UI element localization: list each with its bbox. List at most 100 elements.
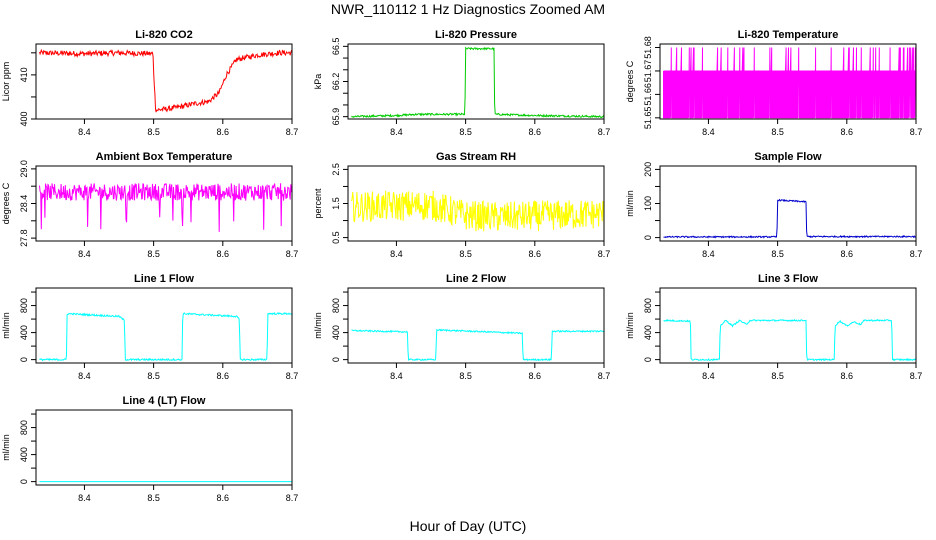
chart-panel: Line 3 Flow ml/min 8.4 8.5 8.6 8.7 0 400 800 [625, 273, 922, 381]
y-tick-label: 0 [643, 357, 653, 362]
y-tick-label: 400 [19, 447, 29, 462]
chart-title: Li-820 CO2 [135, 29, 192, 41]
plot-frame [659, 165, 917, 242]
y-tick-label: 800 [19, 420, 29, 435]
x-tick-label: 8.6 [841, 249, 854, 259]
x-tick-label: 8.7 [286, 127, 299, 137]
x-tick-label: 8.6 [217, 493, 230, 503]
plot-frame [347, 287, 605, 364]
x-tick-label: 8.7 [598, 371, 611, 381]
chart-panel: Ambient Box Temperature degrees C 8.4 8.5 8.… [1, 151, 298, 259]
plot-frame [347, 43, 605, 120]
x-tick-label: 8.6 [217, 127, 230, 137]
x-tick-label: 8.5 [147, 493, 160, 503]
x-tick-label: 8.6 [841, 127, 854, 137]
y-tick-label: 400 [19, 111, 29, 126]
y-axis-label: degrees C [1, 182, 11, 224]
y-tick-label: 400 [643, 325, 653, 340]
plot-frame [35, 43, 293, 120]
plot-frame [35, 287, 293, 364]
x-tick-label: 8.5 [771, 371, 784, 381]
chart-panel: Li-820 Pressure kPa 8.4 8.5 8.6 8.7 65.9 66.2 66… [313, 29, 610, 137]
y-axis-label: ml/min [313, 312, 323, 339]
y-axis-label: kPa [313, 74, 323, 90]
y-axis-label: ml/min [625, 312, 635, 339]
x-tick-label: 8.5 [147, 127, 160, 137]
chart-title: Ambient Box Temperature [96, 151, 233, 163]
x-tick-label: 8.5 [771, 249, 784, 259]
chart-panel: Line 2 Flow ml/min 8.4 8.5 8.6 8.7 0 400 800 [313, 273, 610, 381]
y-axis-label: degrees C [625, 60, 635, 102]
data-series-line [39, 48, 293, 113]
y-tick-label: 0 [643, 235, 653, 240]
x-tick-label: 8.4 [702, 249, 715, 259]
x-tick-label: 8.7 [286, 371, 299, 381]
data-series-line [663, 47, 917, 119]
x-tick-label: 8.5 [771, 127, 784, 137]
y-tick-label: 2.5 [331, 163, 341, 176]
y-tick-label: 1.5 [331, 197, 341, 210]
chart-panel: Li-820 CO2 Licor ppm 8.4 8.5 8.6 8.7 400 410 [1, 29, 298, 137]
y-tick-label: 410 [19, 67, 29, 82]
plot-frame [659, 287, 917, 364]
plot-frame [35, 165, 293, 242]
y-tick-label: 29.0 [19, 160, 29, 178]
chart-title: Line 2 Flow [446, 273, 506, 285]
y-tick-label: 51.66 [643, 83, 653, 106]
chart-title: Li-820 Pressure [435, 29, 517, 41]
x-tick-label: 8.7 [910, 127, 923, 137]
data-series-line [39, 183, 293, 232]
y-tick-label: 65.9 [331, 108, 341, 126]
x-tick-label: 8.5 [147, 371, 160, 381]
y-tick-label: 800 [331, 298, 341, 313]
x-tick-label: 8.7 [910, 371, 923, 381]
x-tick-label: 8.6 [217, 371, 230, 381]
x-tick-label: 8.7 [286, 493, 299, 503]
chart-title: Line 1 Flow [134, 273, 194, 285]
y-tick-label: 800 [19, 298, 29, 313]
y-axis-label: Licor ppm [1, 62, 11, 102]
chart-title: Line 4 (LT) Flow [123, 395, 206, 407]
y-tick-label: 400 [331, 325, 341, 340]
y-tick-label: 200 [643, 162, 653, 177]
x-tick-label: 8.7 [286, 249, 299, 259]
x-tick-label: 8.7 [598, 249, 611, 259]
plot-frame [35, 409, 293, 486]
chart-panel: Li-820 Temperature degrees C 8.4 8.5 8.6 8.7 5… [625, 29, 922, 137]
y-axis-label: ml/min [1, 312, 11, 339]
chart-panel: Sample Flow ml/min 8.4 8.5 8.6 8.7 0 100 200 [625, 151, 922, 259]
x-tick-label: 8.7 [598, 127, 611, 137]
y-tick-label: 0.5 [331, 231, 341, 244]
y-axis-label: percent [313, 188, 323, 219]
x-tick-label: 8.6 [529, 249, 542, 259]
chart-title: Line 3 Flow [758, 273, 818, 285]
chart-title: Sample Flow [754, 151, 822, 163]
data-series-line [663, 198, 917, 239]
x-tick-label: 8.4 [78, 371, 91, 381]
x-tick-label: 8.6 [529, 127, 542, 137]
x-tick-label: 8.5 [459, 249, 472, 259]
x-tick-label: 8.7 [910, 249, 923, 259]
chart-title: Li-820 Temperature [738, 29, 839, 41]
x-tick-label: 8.4 [78, 249, 91, 259]
y-tick-label: 66.2 [331, 73, 341, 91]
y-tick-label: 800 [643, 298, 653, 313]
y-tick-label: 51.67 [643, 60, 653, 83]
y-tick-label: 27.8 [19, 229, 29, 247]
x-tick-label: 8.5 [459, 127, 472, 137]
data-series-line [351, 190, 605, 232]
data-series-line [351, 328, 605, 362]
data-series-line [351, 46, 605, 119]
x-tick-label: 8.4 [390, 371, 403, 381]
chart-title: Gas Stream RH [436, 151, 516, 163]
x-tick-label: 8.4 [390, 127, 403, 137]
x-tick-label: 8.4 [702, 127, 715, 137]
y-tick-label: 66.5 [331, 38, 341, 56]
x-tick-label: 8.6 [841, 371, 854, 381]
y-tick-label: 51.65 [643, 107, 653, 130]
y-tick-label: 0 [19, 479, 29, 484]
y-axis-label: ml/min [625, 190, 635, 217]
y-tick-label: 400 [19, 325, 29, 340]
x-tick-label: 8.6 [217, 249, 230, 259]
y-axis-label: ml/min [1, 434, 11, 461]
